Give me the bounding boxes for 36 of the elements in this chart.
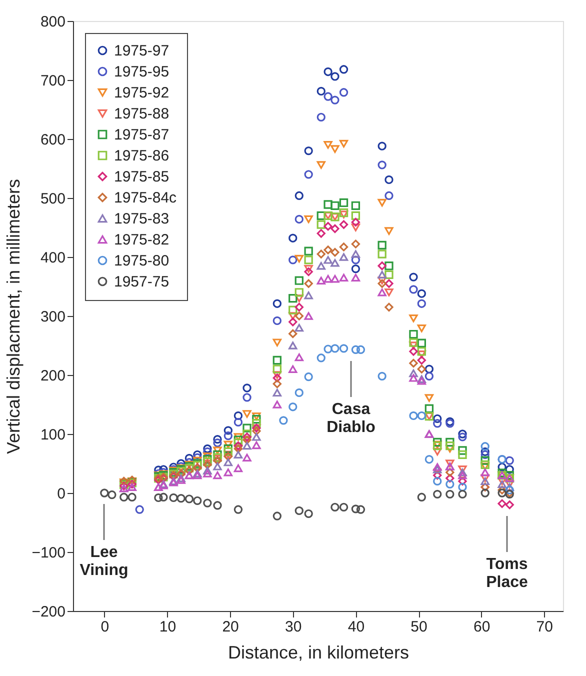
y-tick-label: −100: [32, 544, 66, 562]
y-tick-label: 500: [40, 190, 66, 208]
x-tick-label: 60: [473, 618, 490, 636]
y-tick-label: 300: [40, 308, 66, 326]
x-tick-label: 30: [285, 618, 302, 636]
x-tick-label: 0: [100, 618, 110, 636]
legend-label: 1975-85: [114, 168, 170, 186]
annotation: Lee Vining: [80, 544, 128, 579]
x-tick-label: 20: [222, 618, 239, 636]
x-tick-label: 40: [348, 618, 365, 636]
x-tick-label: 70: [536, 618, 553, 636]
y-tick-label: 600: [40, 132, 66, 148]
legend-label: 1975-87: [114, 126, 170, 144]
y-tick-label: 200: [40, 368, 66, 384]
legend-label: 1957-75: [114, 274, 170, 290]
legend-label: 1975-88: [114, 106, 170, 122]
y-tick-label: 0: [57, 486, 66, 502]
y-tick-label: 800: [40, 14, 66, 30]
legend-label: 1975-95: [114, 64, 170, 80]
annotation: Toms Place: [486, 556, 528, 591]
x-tick-label: 50: [410, 618, 428, 636]
legend-label: 1975-97: [114, 42, 170, 60]
annotation: Casa Diablo: [326, 401, 376, 436]
legend-label: 1975-83: [114, 210, 170, 228]
legend-label: 1975-92: [114, 84, 170, 102]
legend-label: 1975-80: [114, 252, 170, 270]
legend-label: 1975-86: [114, 148, 170, 164]
legend-label: 1975-82: [114, 232, 170, 248]
x-axis-title: Distance, in kilometers: [228, 642, 410, 662]
x-tick-label: 10: [159, 618, 176, 636]
y-tick-label: −200: [32, 604, 66, 620]
y-tick-label: 700: [40, 72, 66, 90]
y-axis-title: Vertical displacment, in millimeters: [4, 178, 24, 454]
legend-label: 1975-84c: [114, 190, 178, 206]
y-tick-label: 400: [40, 250, 66, 266]
y-tick-label: 100: [40, 426, 66, 444]
